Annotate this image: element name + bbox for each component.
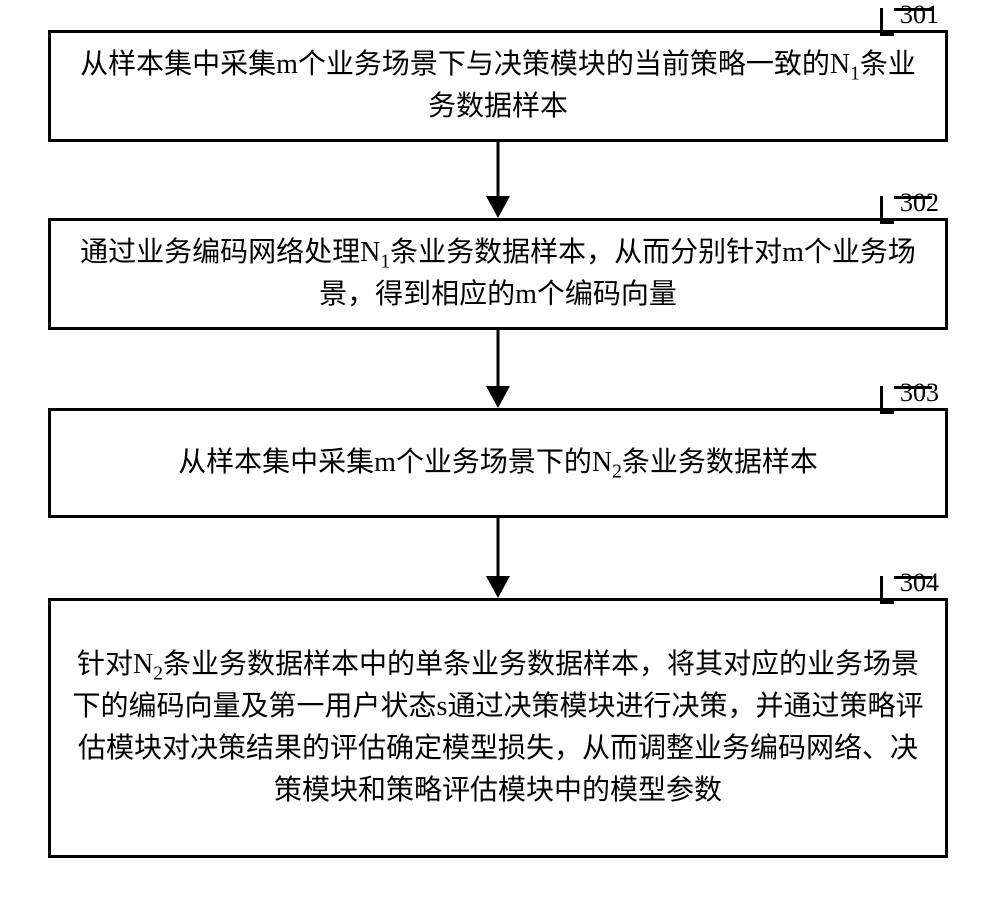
flow-node-301-label: 301 — [900, 0, 939, 30]
flow-node-301: 从样本集中采集m个业务场景下与决策模块的当前策略一致的N1条业务数据样本 — [48, 30, 948, 142]
flow-node-304: 针对N2条业务数据样本中的单条业务数据样本，将其对应的业务场景下的编码向量及第一… — [48, 598, 948, 858]
flowchart-canvas: 从样本集中采集m个业务场景下与决策模块的当前策略一致的N1条业务数据样本 301… — [0, 0, 1000, 921]
leader-hook — [880, 196, 894, 224]
flow-node-304-text: 针对N2条业务数据样本中的单条业务数据样本，将其对应的业务场景下的编码向量及第一… — [69, 644, 927, 812]
leader-hook — [880, 386, 894, 414]
flow-node-302-text: 通过业务编码网络处理N1条业务数据样本，从而分别针对m个业务场景，得到相应的m个… — [69, 232, 927, 316]
flow-node-304-label: 304 — [900, 568, 939, 598]
leader-hook — [880, 8, 894, 36]
flow-node-302-label: 302 — [900, 188, 939, 218]
flow-edge-2-3 — [482, 330, 514, 408]
flow-node-303-text: 从样本集中采集m个业务场景下的N2条业务数据样本 — [178, 442, 818, 484]
flow-edge-1-2 — [482, 142, 514, 218]
flow-node-303: 从样本集中采集m个业务场景下的N2条业务数据样本 — [48, 408, 948, 518]
flow-node-302: 通过业务编码网络处理N1条业务数据样本，从而分别针对m个业务场景，得到相应的m个… — [48, 218, 948, 330]
flow-node-303-label: 303 — [900, 378, 939, 408]
flow-edge-3-4 — [482, 518, 514, 598]
flow-node-301-text: 从样本集中采集m个业务场景下与决策模块的当前策略一致的N1条业务数据样本 — [69, 44, 927, 128]
leader-hook — [880, 576, 894, 604]
